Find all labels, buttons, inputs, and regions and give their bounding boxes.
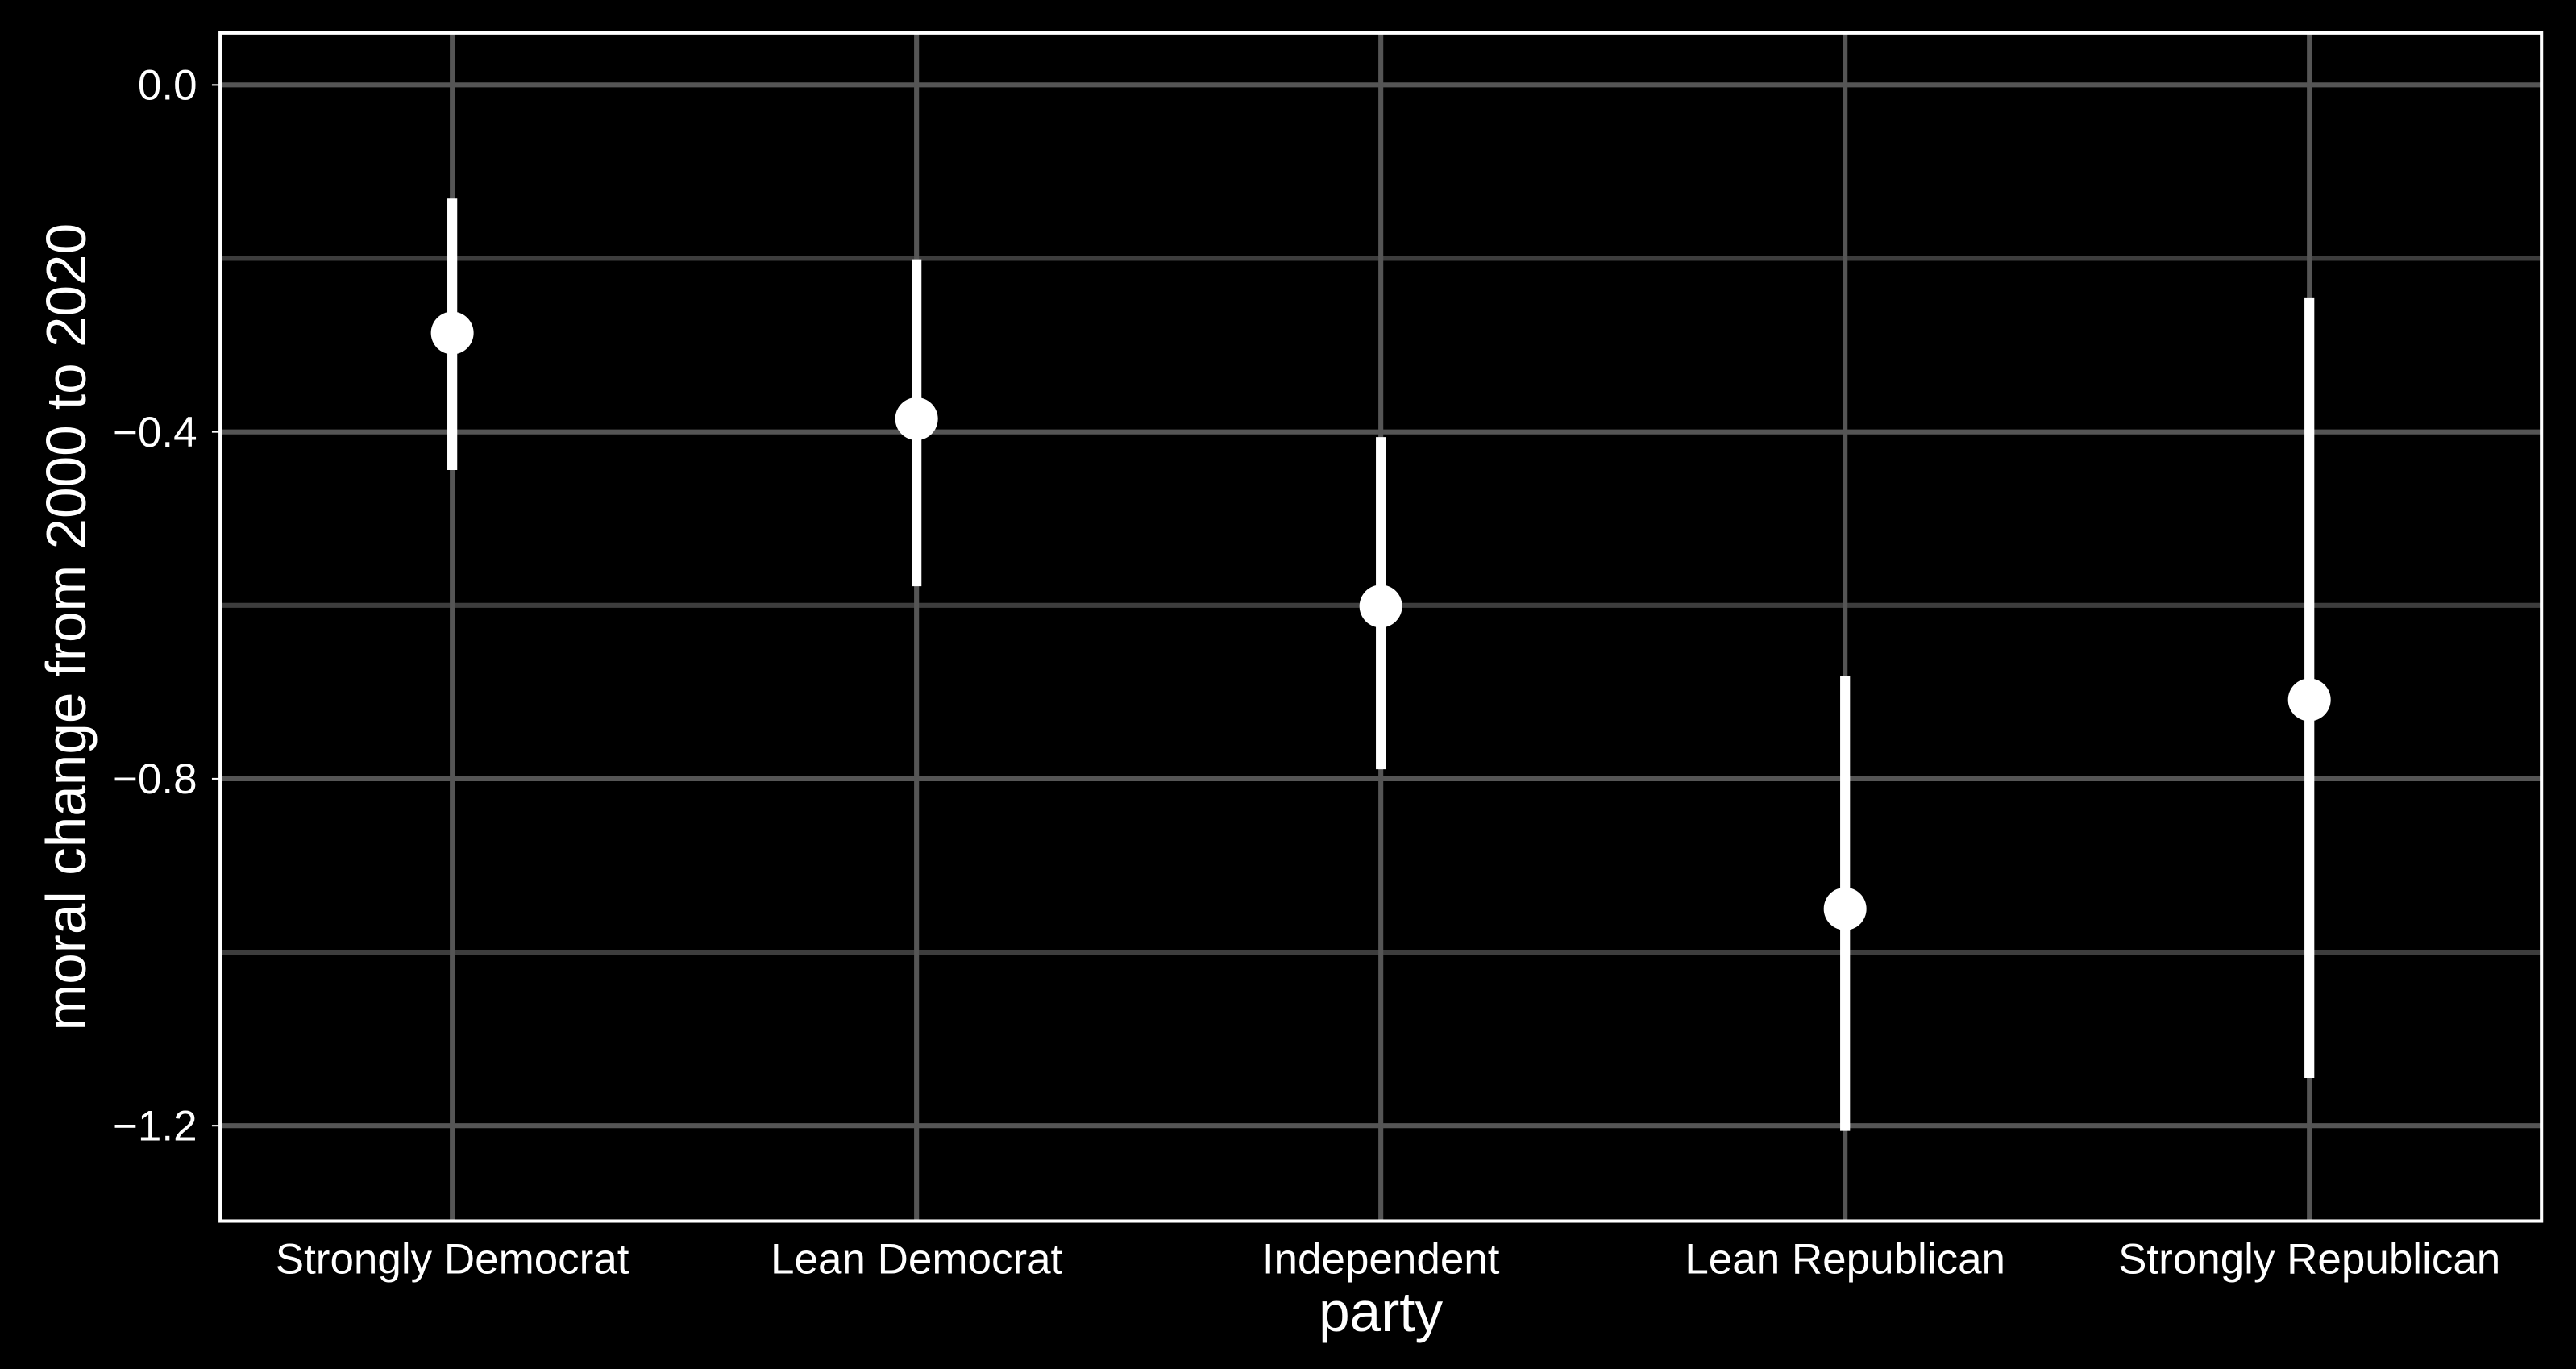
- y-tick-label: −0.4: [113, 409, 197, 456]
- y-tick-labels: 0.0 −0.4 −0.8 −1.2: [113, 62, 221, 1151]
- x-tick-label: Strongly Democrat: [276, 1236, 629, 1284]
- data-point: [1823, 887, 1867, 930]
- data-point: [895, 397, 938, 440]
- data-point: [430, 311, 474, 355]
- x-tick-label: Lean Republican: [1685, 1236, 2005, 1284]
- x-tick-label: Strongly Republican: [2118, 1236, 2500, 1284]
- x-tick-label: Lean Democrat: [771, 1236, 1063, 1284]
- y-tick-label: −1.2: [113, 1103, 197, 1151]
- x-tick-label: Independent: [1262, 1236, 1500, 1284]
- data-point: [1359, 585, 1402, 628]
- y-tick-label: 0.0: [138, 62, 197, 110]
- grid: [220, 32, 2542, 1221]
- y-axis-title: moral change from 2000 to 2020: [35, 223, 98, 1031]
- data-marks: [430, 198, 2331, 1131]
- y-tick-label: −0.8: [113, 755, 197, 803]
- x-tick-labels: Strongly Democrat Lean Democrat Independen…: [276, 1236, 2501, 1284]
- x-axis-title: party: [1319, 1280, 1443, 1343]
- panel-border: [218, 31, 2544, 1223]
- data-point: [2287, 678, 2331, 722]
